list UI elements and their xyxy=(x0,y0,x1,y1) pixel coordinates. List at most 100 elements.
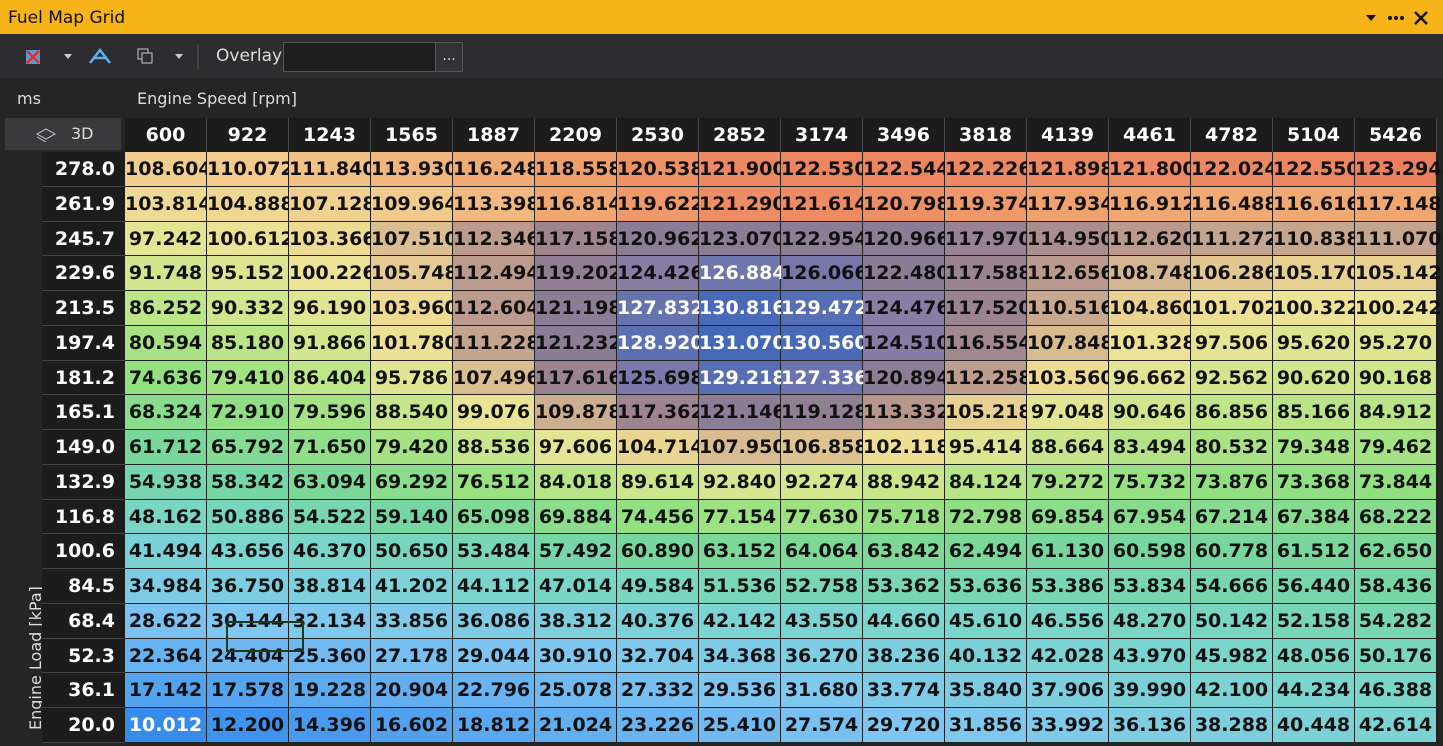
table-cell: 103.814 xyxy=(125,186,212,222)
table-cell: 44.660 xyxy=(863,603,945,639)
table-cell: 69.854 xyxy=(1027,499,1109,535)
more-icon[interactable] xyxy=(1388,16,1392,20)
table-cell: 83.494 xyxy=(1109,430,1191,465)
table-cell: 109.878 xyxy=(535,395,622,430)
table-cell: 90.646 xyxy=(1109,395,1191,430)
table-cell: 86.856 xyxy=(1191,395,1273,430)
table-cell: 120.966 xyxy=(863,221,950,257)
row-header: 213.5 xyxy=(42,291,125,326)
table-cell: 106.858 xyxy=(781,430,868,465)
table-cell: 41.202 xyxy=(371,569,453,604)
table-cell: 40.376 xyxy=(617,603,699,639)
interpolate-icon[interactable] xyxy=(89,47,111,64)
table-cell: 121.290 xyxy=(699,186,786,222)
table-cell: 47.014 xyxy=(535,569,617,604)
dropdown-icon[interactable] xyxy=(175,54,183,59)
table-cell: 120.798 xyxy=(863,186,950,222)
table-cell: 85.166 xyxy=(1273,395,1355,430)
table-cell: 46.388 xyxy=(1355,673,1437,708)
dropdown-icon[interactable] xyxy=(64,54,72,59)
table-cell: 34.368 xyxy=(699,638,781,674)
table-cell: 27.574 xyxy=(781,708,863,743)
row-header: 149.0 xyxy=(42,430,125,465)
table-cell: 123.070 xyxy=(699,221,786,257)
table-cell: 65.098 xyxy=(453,499,535,535)
table-cell: 113.332 xyxy=(863,395,950,430)
column-header: 3174 xyxy=(781,118,863,152)
overlay-input[interactable] xyxy=(283,42,437,72)
table-cell: 80.594 xyxy=(125,325,207,361)
column-header: 3496 xyxy=(863,118,945,152)
table-cell: 130.816 xyxy=(699,291,786,326)
table-cell: 44.112 xyxy=(453,569,535,604)
table-cell: 110.072 xyxy=(207,152,294,187)
table-cell: 116.248 xyxy=(453,152,540,187)
table-cell: 90.332 xyxy=(207,291,289,326)
selection-box xyxy=(226,621,304,652)
column-header: 2530 xyxy=(617,118,699,152)
table-cell: 95.786 xyxy=(371,360,453,396)
row-header: 229.6 xyxy=(42,256,125,291)
view-3d-button[interactable]: 3D xyxy=(5,118,121,150)
table-cell: 117.520 xyxy=(945,291,1032,326)
table-cell: 108.604 xyxy=(125,152,212,187)
table-cell: 129.218 xyxy=(699,360,786,396)
table-cell: 79.272 xyxy=(1027,464,1109,500)
table-cell: 17.578 xyxy=(207,673,289,708)
table-cell: 114.950 xyxy=(1027,221,1114,257)
close-icon[interactable] xyxy=(1414,11,1428,25)
table-cell: 125.698 xyxy=(617,360,704,396)
table-cell: 48.162 xyxy=(125,499,207,535)
column-header: 4782 xyxy=(1191,118,1273,152)
layers-icon xyxy=(35,128,57,142)
table-cell: 22.796 xyxy=(453,673,535,708)
table-cell: 108.748 xyxy=(1109,256,1196,291)
overlay-button[interactable]: ... xyxy=(435,42,463,72)
table-cell: 113.398 xyxy=(453,186,540,222)
row-header: 165.1 xyxy=(42,395,125,430)
table-cell: 121.614 xyxy=(781,186,868,222)
view-3d-label: 3D xyxy=(71,124,94,143)
title-icons xyxy=(1366,11,1428,25)
table-cell: 89.614 xyxy=(617,464,699,500)
table-cell: 29.044 xyxy=(453,638,535,674)
table-cell: 38.236 xyxy=(863,638,945,674)
table-cell: 62.494 xyxy=(945,534,1027,569)
table-cell: 90.620 xyxy=(1273,360,1355,396)
column-header: 4461 xyxy=(1109,118,1191,152)
column-header: 3818 xyxy=(945,118,1027,152)
table-cell: 79.348 xyxy=(1273,430,1355,465)
table-cell: 122.544 xyxy=(863,152,950,187)
table-cell: 84.124 xyxy=(945,464,1027,500)
overlay-label: Overlay xyxy=(216,46,283,66)
table-cell: 27.332 xyxy=(617,673,699,708)
table-cell: 36.750 xyxy=(207,569,289,604)
table-cell: 121.900 xyxy=(699,152,786,187)
table-cell: 111.272 xyxy=(1191,221,1278,257)
table-cell: 61.712 xyxy=(125,430,207,465)
table-cell: 28.622 xyxy=(125,603,207,639)
table-cell: 97.048 xyxy=(1027,395,1109,430)
table-cell: 121.232 xyxy=(535,325,622,361)
table-cell: 31.856 xyxy=(945,708,1027,743)
column-header: 2852 xyxy=(699,118,781,152)
dropdown-icon[interactable] xyxy=(1366,15,1376,21)
table-cell: 43.656 xyxy=(207,534,289,569)
table-cell: 127.336 xyxy=(781,360,868,396)
row-header: 84.5 xyxy=(42,569,125,604)
table-cell: 73.368 xyxy=(1273,464,1355,500)
table-cell: 88.942 xyxy=(863,464,945,500)
clear-icon[interactable] xyxy=(26,50,40,64)
table-cell: 75.718 xyxy=(863,499,945,535)
table-cell: 116.554 xyxy=(945,325,1032,361)
table-cell: 130.560 xyxy=(781,325,868,361)
table-cell: 67.954 xyxy=(1109,499,1191,535)
table-cell: 123.294 xyxy=(1355,152,1442,187)
copy-icon[interactable] xyxy=(137,48,153,64)
table-cell: 105.218 xyxy=(945,395,1032,430)
row-header: 116.8 xyxy=(42,499,125,535)
table-cell: 51.536 xyxy=(699,569,781,604)
table-cell: 112.494 xyxy=(453,256,540,291)
